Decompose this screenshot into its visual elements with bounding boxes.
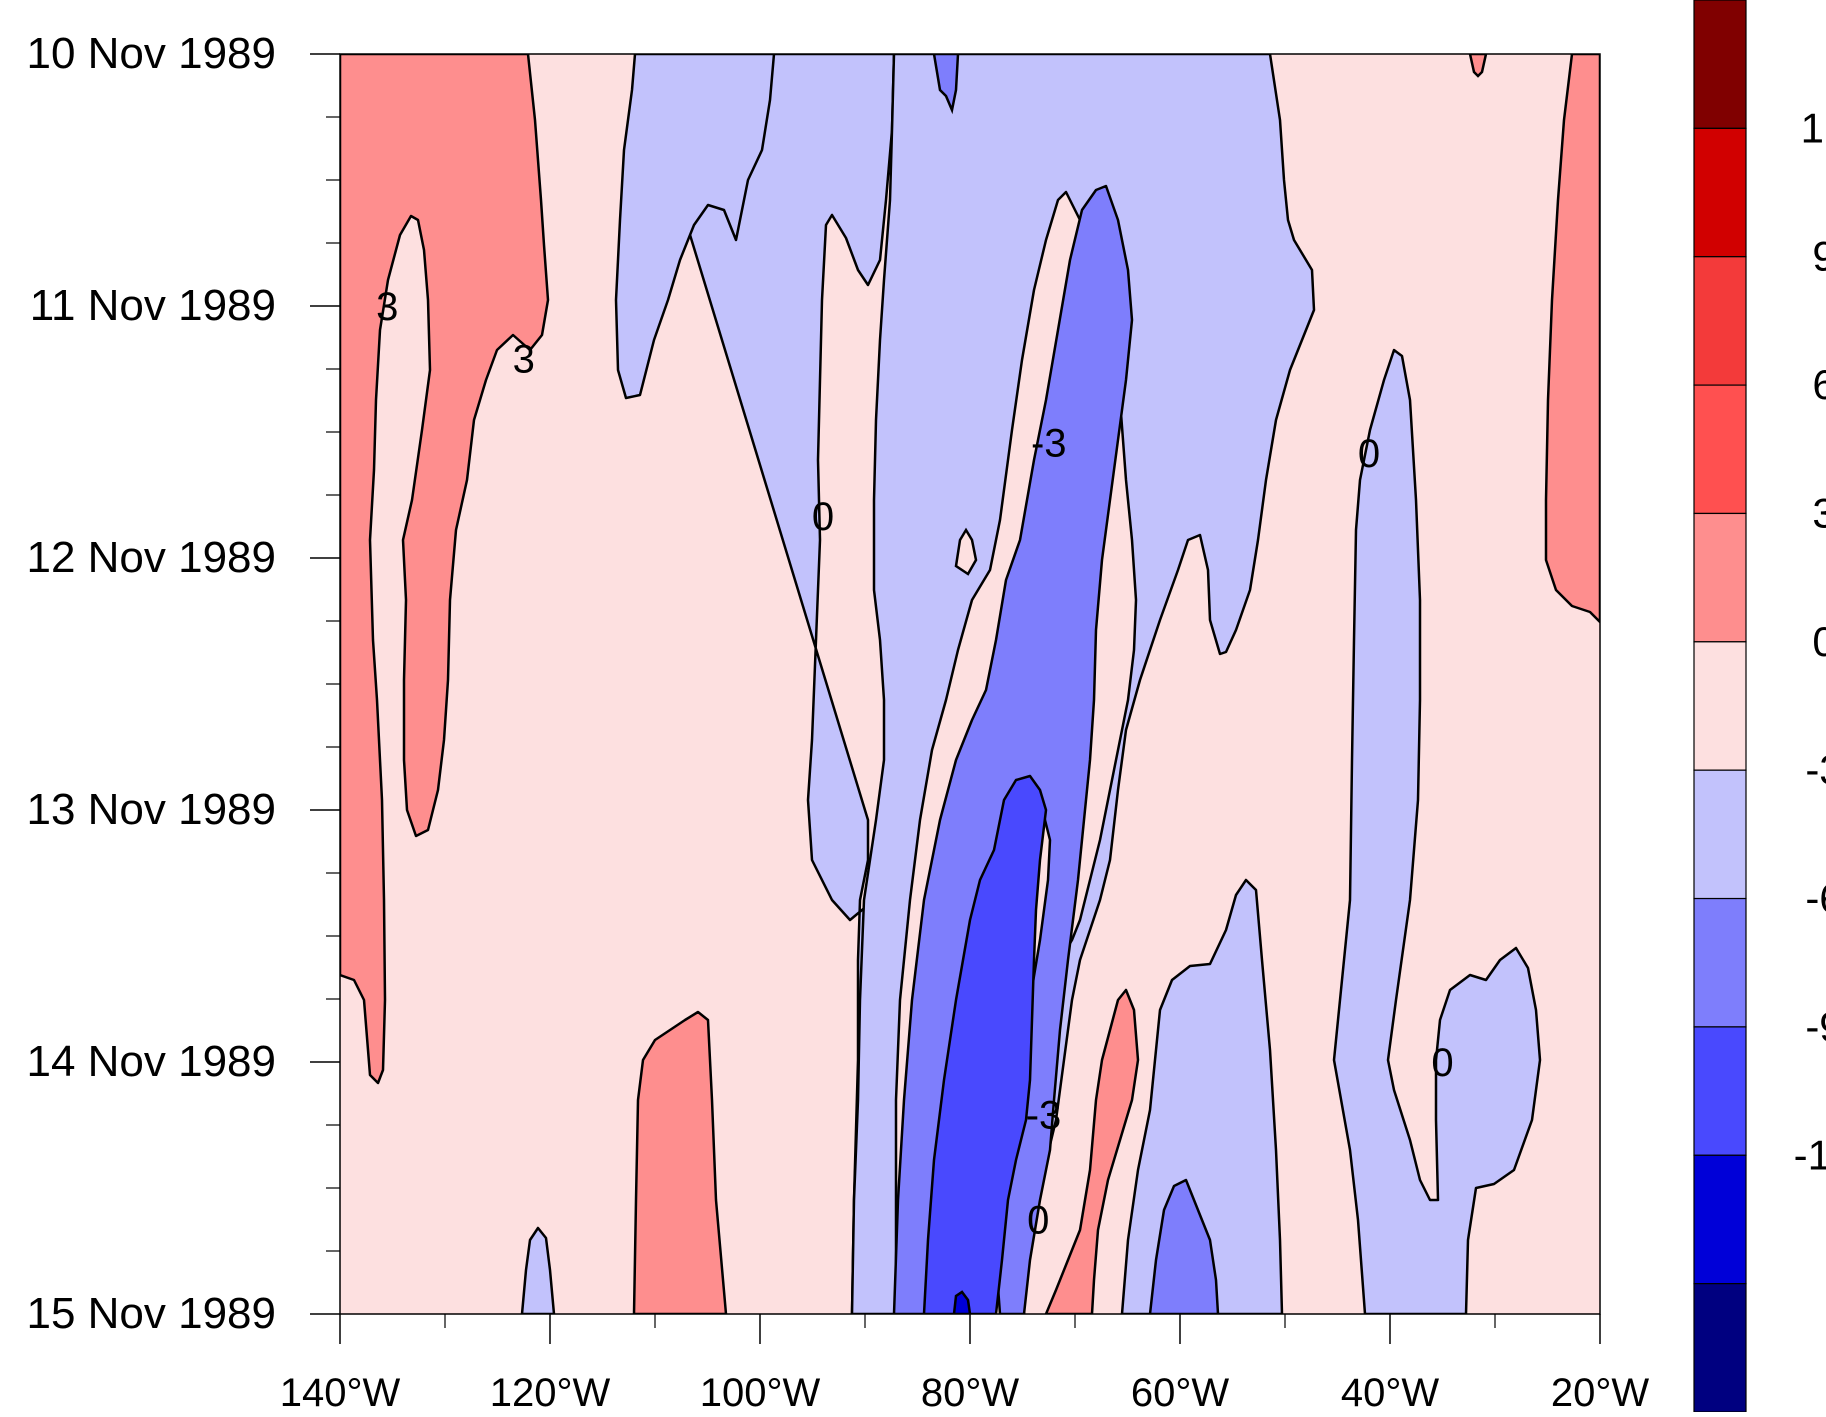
colorbar-label: 3	[1812, 489, 1826, 536]
colorbar-swatch	[1693, 0, 1747, 129]
y-tick-label: 10 Nov 1989	[26, 29, 276, 78]
colorbar-label: 12	[1801, 104, 1826, 151]
colorbar-label: -6	[1805, 875, 1826, 922]
contour-label: -3	[1026, 1094, 1062, 1138]
colorbar: 12 9 6 3 0 -3 -6 -9 -12	[1693, 0, 1826, 1413]
negative-spot-82w	[932, 54, 960, 115]
colorbar-label: -9	[1805, 1003, 1826, 1050]
positive-region-105w	[632, 1010, 728, 1314]
y-tick-label: 15 Nov 1989	[26, 1289, 276, 1338]
contour-label: 0	[1027, 1199, 1049, 1243]
contour-labels: 3 3 0 -3 0 0 -3 0	[376, 285, 1454, 1243]
colorbar-label: 0	[1812, 618, 1826, 665]
x-tick-label: 60°W	[1131, 1371, 1229, 1412]
colorbar-label: 6	[1812, 361, 1826, 408]
x-tick-label: 100°W	[700, 1371, 821, 1412]
positive-region-east	[1544, 54, 1600, 624]
x-tick-label: 120°W	[490, 1371, 611, 1412]
contour-label: 0	[1431, 1041, 1453, 1085]
y-tick-label: 13 Nov 1989	[26, 785, 276, 834]
colorbar-label: 9	[1812, 233, 1826, 280]
colorbar-swatch	[1693, 384, 1747, 515]
x-tick-label: 140°W	[280, 1371, 401, 1412]
colorbar-label: -3	[1805, 746, 1826, 793]
colorbar-swatch	[1693, 1026, 1747, 1156]
positive-region-west	[340, 54, 550, 1085]
negative-region-60w-core	[1148, 1178, 1220, 1314]
contour-label: 3	[376, 285, 398, 329]
negative-region-60w-lower	[1120, 878, 1284, 1314]
contour-field	[340, 54, 1600, 1314]
x-axis: 140°W 120°W 100°W 80°W 60°W 40°W 20°W	[280, 1314, 1649, 1415]
colorbar-swatch	[1693, 769, 1747, 900]
negative-region-120w	[520, 1226, 556, 1314]
colorbar-swatch	[1693, 512, 1747, 643]
colorbar-swatch	[1693, 256, 1747, 386]
colorbar-label: -12	[1794, 1131, 1826, 1178]
colorbar-swatch	[1693, 1283, 1747, 1413]
y-tick-label: 11 Nov 1989	[30, 281, 276, 330]
negative-region-100w	[614, 54, 776, 400]
colorbar-swatch	[1693, 1154, 1747, 1285]
contour-label: -3	[1031, 422, 1067, 466]
negative-region-9-12-spot	[952, 1290, 972, 1314]
contour-label: 0	[812, 495, 834, 539]
y-tick-label: 14 Nov 1989	[26, 1037, 276, 1086]
negative-region-broad	[850, 54, 1316, 1314]
contour-label: 3	[513, 338, 535, 382]
colorbar-swatch	[1693, 127, 1747, 258]
positive-spot-80w	[954, 527, 978, 576]
colorbar-swatch	[1693, 897, 1747, 1028]
x-tick-label: 40°W	[1341, 1371, 1439, 1412]
y-tick-label: 12 Nov 1989	[26, 533, 276, 582]
x-tick-label: 20°W	[1551, 1371, 1649, 1412]
negative-region-6-9-core	[922, 774, 1048, 1314]
negative-region-40w	[1332, 348, 1542, 1314]
contour-label: 0	[1358, 432, 1380, 476]
positive-region-68w	[1044, 988, 1140, 1314]
y-axis: 10 Nov 1989 11 Nov 1989 12 Nov 1989 13 Nov …	[26, 29, 340, 1338]
positive-region-32w	[1468, 54, 1488, 78]
x-tick-label: 80°W	[921, 1371, 1019, 1412]
colorbar-swatch	[1693, 641, 1747, 771]
